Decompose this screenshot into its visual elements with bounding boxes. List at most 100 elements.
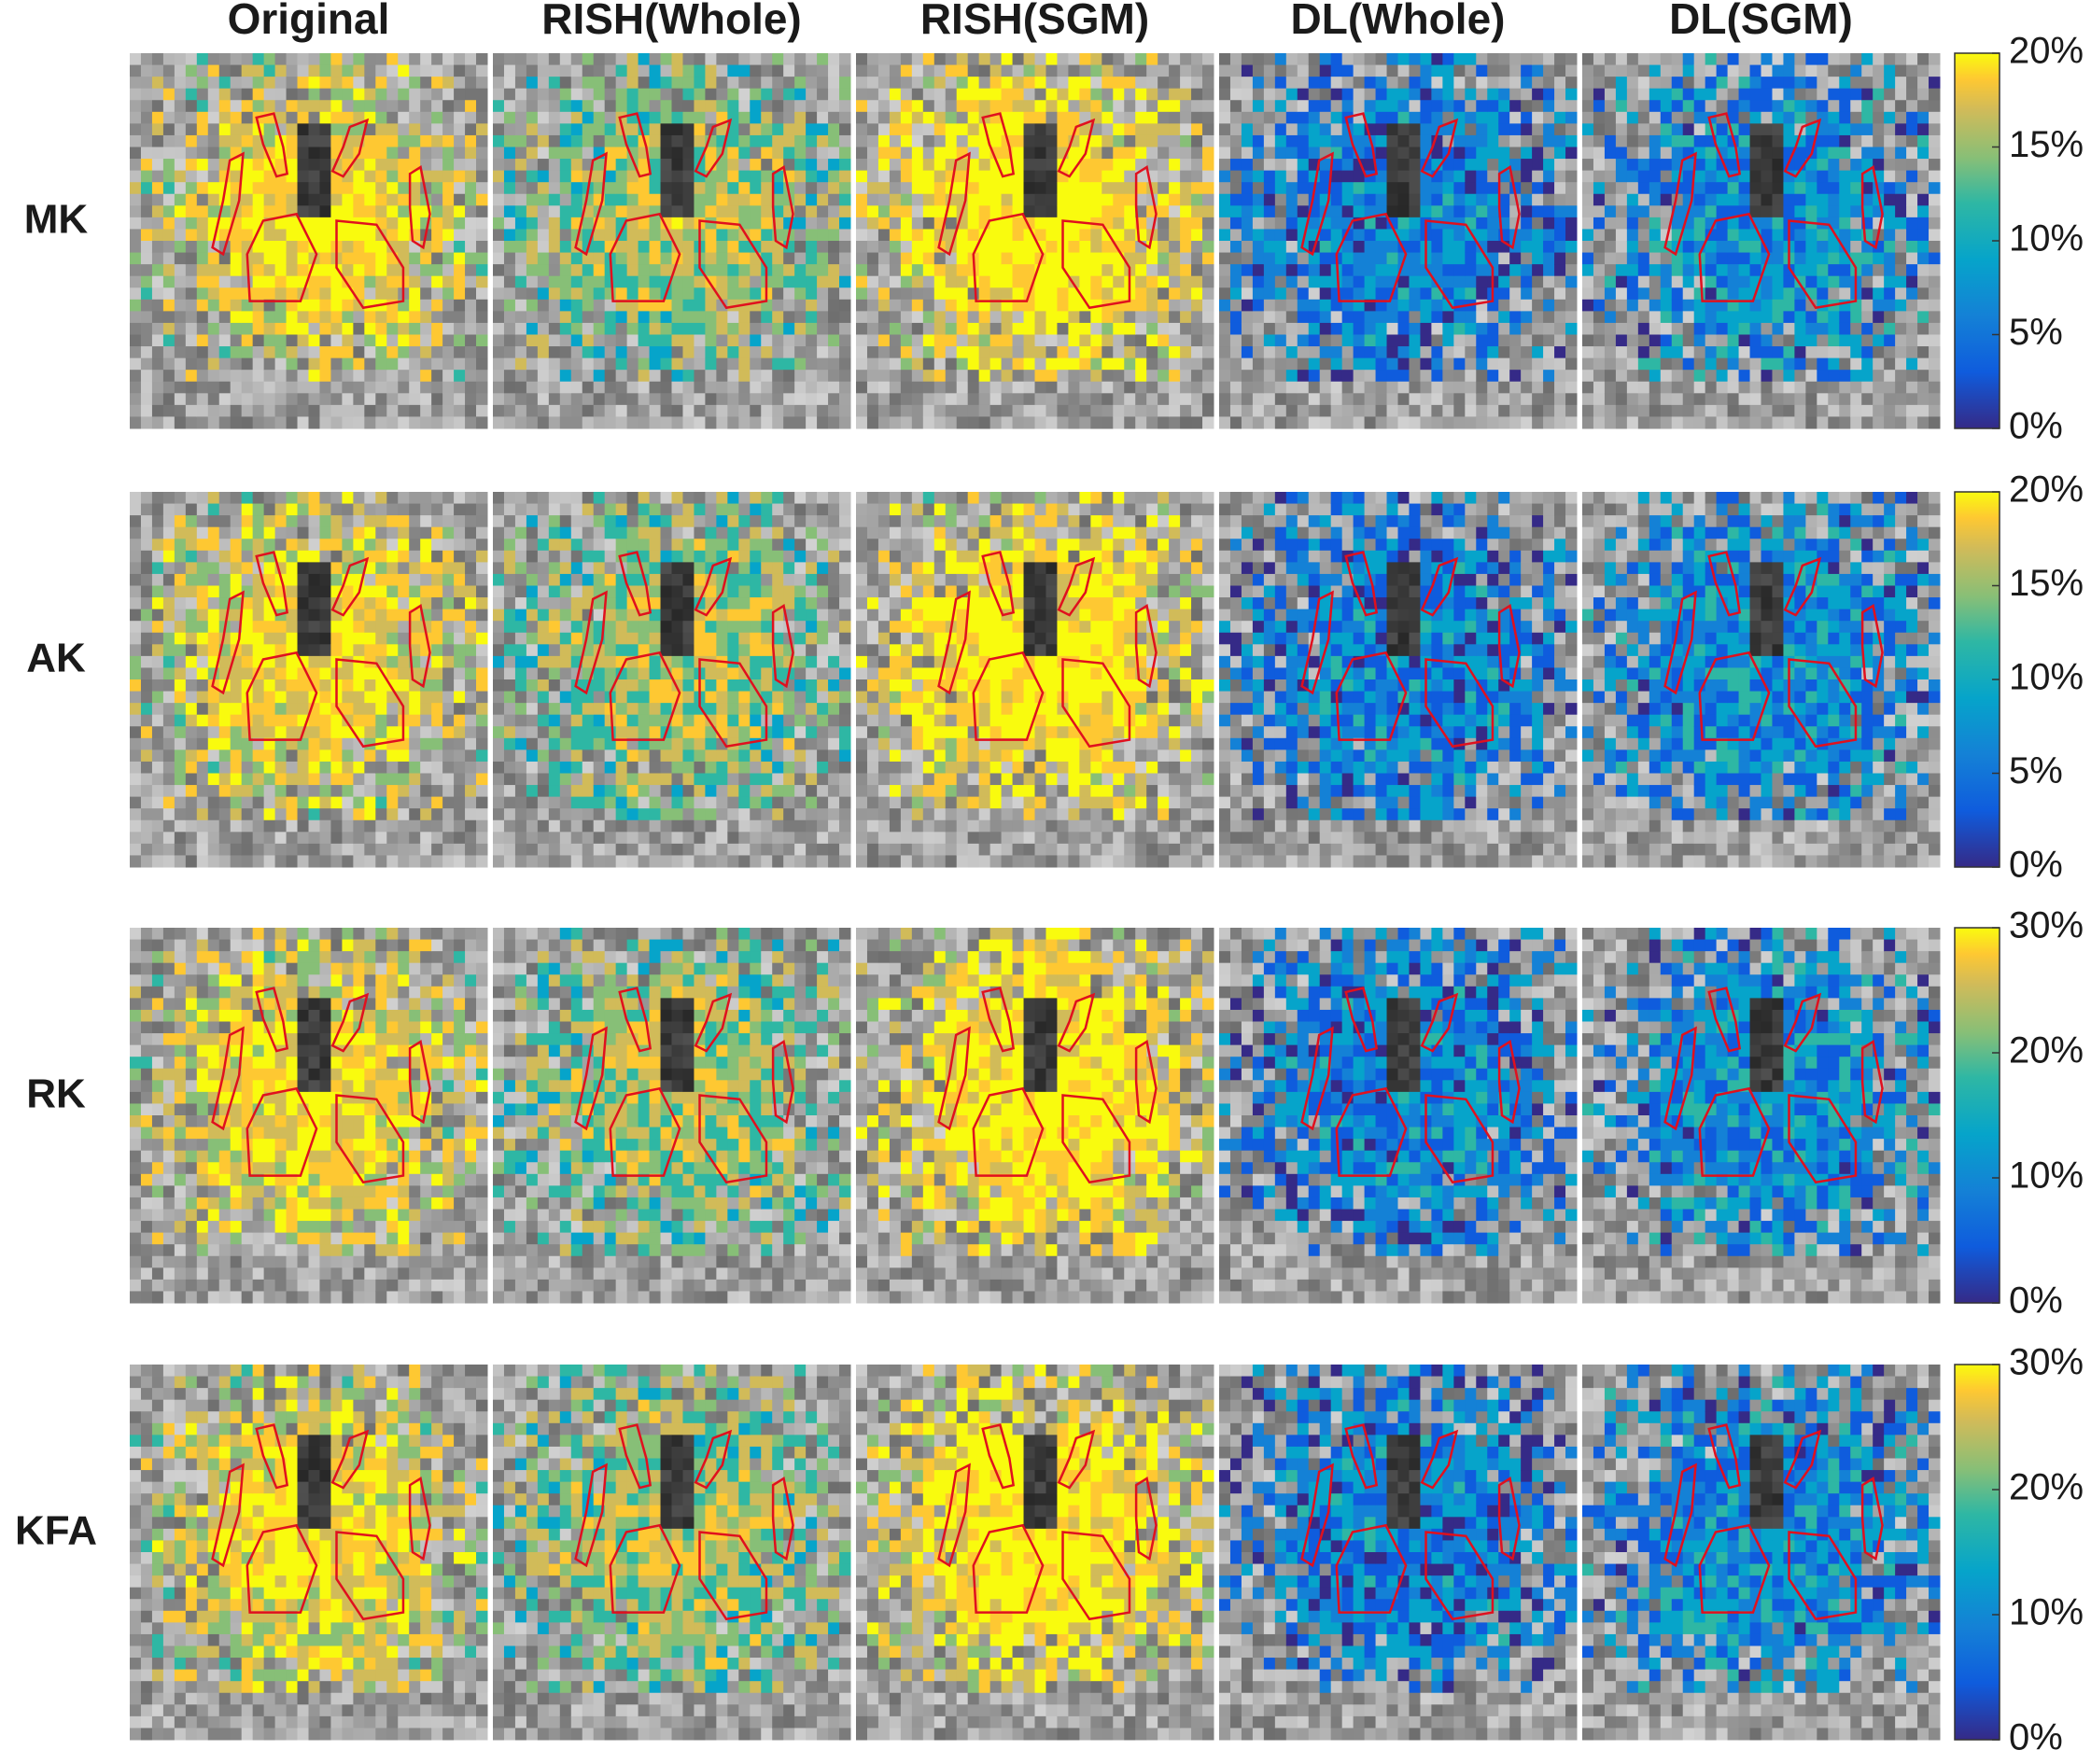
- voxel: [705, 205, 717, 218]
- voxel: [1180, 393, 1192, 406]
- voxel: [806, 322, 818, 335]
- voxel: [1158, 334, 1170, 347]
- voxel: [1034, 299, 1046, 312]
- voxel: [1637, 53, 1650, 66]
- voxel: [297, 182, 309, 195]
- voxel: [364, 77, 376, 90]
- voxel: [1660, 64, 1673, 77]
- voxel: [1465, 381, 1477, 394]
- voxel: [1330, 100, 1343, 113]
- voxel: [1057, 123, 1069, 136]
- voxel: [319, 53, 331, 66]
- voxel: [1001, 193, 1014, 206]
- voxel: [548, 241, 561, 254]
- voxel: [1079, 159, 1091, 172]
- voxel: [1420, 346, 1432, 359]
- voxel: [353, 77, 365, 90]
- voxel: [1660, 252, 1673, 265]
- voxel: [945, 416, 958, 429]
- voxel: [375, 416, 387, 429]
- voxel: [1146, 100, 1158, 113]
- voxel: [945, 311, 958, 324]
- voxel: [442, 100, 455, 113]
- voxel: [783, 370, 795, 383]
- voxel: [900, 170, 913, 183]
- voxel: [1565, 264, 1578, 277]
- voxel: [989, 229, 1003, 242]
- voxel: [945, 252, 958, 265]
- voxel: [297, 346, 309, 359]
- voxel: [420, 147, 432, 160]
- voxel: [1364, 182, 1377, 195]
- voxel: [727, 404, 739, 417]
- voxel: [1615, 147, 1628, 160]
- voxel: [1102, 357, 1114, 371]
- voxel: [900, 346, 913, 359]
- voxel: [727, 311, 739, 324]
- voxel: [989, 334, 1003, 347]
- voxel: [207, 88, 220, 101]
- voxel: [252, 252, 265, 265]
- voxel: [1001, 88, 1014, 101]
- voxel: [682, 252, 695, 265]
- voxel: [420, 322, 432, 335]
- voxel: [398, 159, 410, 172]
- voxel: [1805, 252, 1817, 265]
- voxel: [1219, 393, 1231, 406]
- voxel: [626, 252, 639, 265]
- voxel: [1705, 393, 1718, 406]
- voxel: [945, 275, 958, 288]
- voxel: [1263, 182, 1276, 195]
- voxel: [514, 287, 527, 301]
- voxel: [1509, 393, 1522, 406]
- voxel: [1884, 77, 1896, 90]
- voxel: [806, 182, 818, 195]
- voxel: [1593, 88, 1606, 101]
- voxel: [1113, 416, 1125, 429]
- voxel: [1828, 159, 1840, 172]
- voxel: [1498, 346, 1510, 359]
- voxel: [933, 416, 947, 429]
- voxel: [604, 159, 617, 172]
- voxel: [252, 100, 265, 113]
- voxel: [727, 77, 739, 90]
- voxel: [526, 299, 539, 312]
- voxel: [1034, 170, 1046, 183]
- voxel: [1023, 416, 1035, 429]
- voxel: [140, 287, 153, 301]
- voxel: [761, 147, 773, 160]
- voxel: [1828, 334, 1840, 347]
- voxel: [420, 334, 432, 347]
- voxel: [593, 159, 606, 172]
- voxel: [330, 88, 343, 101]
- voxel: [806, 393, 818, 406]
- voxel: [1409, 393, 1421, 406]
- voxel: [130, 393, 142, 406]
- voxel: [559, 88, 572, 101]
- voxel: [649, 88, 662, 101]
- voxel: [1554, 264, 1566, 277]
- voxel: [738, 88, 751, 101]
- voxel: [570, 64, 583, 77]
- voxel: [761, 123, 773, 136]
- voxel: [956, 322, 969, 335]
- voxel: [1341, 264, 1354, 277]
- voxel: [1772, 217, 1784, 230]
- voxel: [308, 159, 320, 172]
- voxel: [308, 111, 320, 124]
- voxel: [956, 111, 969, 124]
- voxel: [1319, 170, 1332, 183]
- voxel: [503, 311, 516, 324]
- voxel: [1543, 170, 1555, 183]
- voxel: [1783, 416, 1795, 429]
- voxel: [1565, 170, 1578, 183]
- voxel: [1202, 182, 1214, 195]
- voxel: [1749, 64, 1761, 77]
- voxel: [866, 88, 879, 101]
- voxel: [1364, 241, 1377, 254]
- voxel: [274, 275, 288, 288]
- voxel: [174, 416, 187, 429]
- voxel: [922, 123, 935, 136]
- voxel: [1202, 299, 1214, 312]
- voxel: [738, 404, 751, 417]
